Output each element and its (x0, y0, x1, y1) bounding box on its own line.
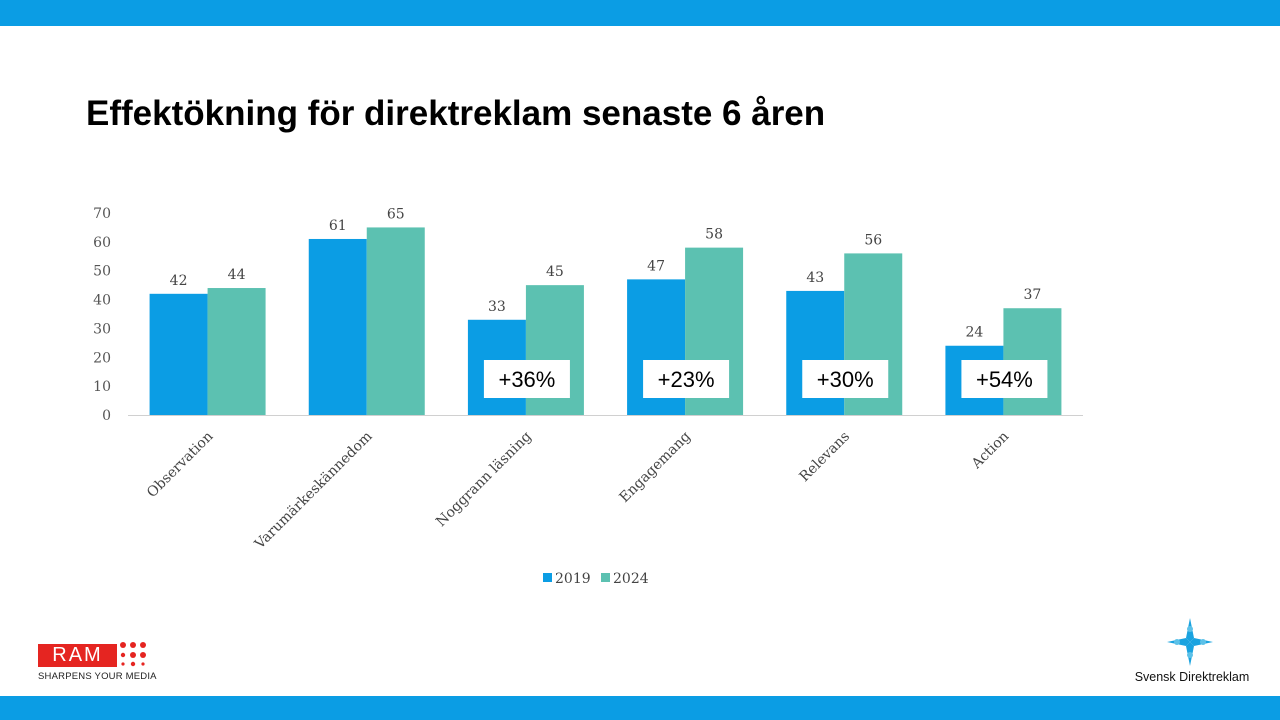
x-tick-label: Varumärkeskännedom (251, 429, 375, 553)
data-label: 65 (387, 206, 405, 222)
data-label: 43 (806, 270, 824, 286)
svensk-direktreklam-text: Svensk Direktreklam (1134, 670, 1250, 684)
bottom-accent-bar (0, 696, 1280, 720)
y-tick-label: 50 (93, 264, 111, 280)
data-label: 44 (228, 267, 246, 283)
y-tick-label: 40 (93, 293, 111, 309)
svensk-direktreklam-logo: Svensk Direktreklam (1132, 616, 1252, 688)
bar-2024 (207, 288, 266, 415)
x-tick-label: Relevans (796, 429, 853, 486)
data-label: 56 (864, 232, 882, 248)
x-tick-label: Observation (144, 429, 216, 501)
annotation-box (961, 360, 1048, 398)
annotation-text: +30% (817, 367, 874, 392)
ram-logo: RAM SHARPENS YOUR MEDIA (38, 641, 158, 686)
data-label: 24 (966, 325, 984, 341)
data-label: 47 (647, 258, 665, 274)
legend-swatch (543, 573, 552, 582)
y-tick-label: 20 (93, 350, 111, 366)
y-tick-label: 60 (93, 235, 111, 251)
ram-dots-icon (120, 642, 146, 667)
x-tick-label: Action (968, 429, 1012, 473)
legend-swatch (601, 573, 610, 582)
annotation-text: +23% (658, 367, 715, 392)
ram-tagline: SHARPENS YOUR MEDIA (38, 671, 157, 682)
annotation-box (643, 360, 730, 398)
y-tick-label: 0 (102, 408, 111, 424)
data-label: 33 (488, 299, 506, 315)
x-tick-label: Noggrann läsning (433, 428, 535, 530)
data-label: 42 (170, 273, 188, 289)
annotation-text: +54% (976, 367, 1033, 392)
data-label: 61 (329, 218, 347, 234)
data-label: 45 (546, 264, 564, 280)
ram-logo-box (38, 644, 117, 667)
data-label: 58 (705, 227, 723, 243)
bar-2019 (149, 293, 208, 415)
data-label: 37 (1024, 287, 1042, 303)
legend-label: 2019 (555, 571, 591, 587)
annotation-box (483, 360, 570, 398)
annotation-box (802, 360, 889, 398)
page-title: Effektökning för direktreklam senaste 6 … (86, 94, 826, 133)
y-tick-label: 30 (93, 321, 111, 337)
y-tick-label: 10 (93, 379, 111, 395)
compass-star-icon (1167, 618, 1213, 666)
annotation-text: +36% (498, 367, 555, 392)
ram-logo-text: RAM (52, 644, 103, 666)
top-accent-bar (0, 0, 1280, 26)
x-tick-label: Engagemang (617, 428, 694, 505)
bar-2019 (308, 238, 367, 415)
y-tick-label: 70 (93, 206, 111, 222)
legend-label: 2024 (613, 571, 649, 587)
bar-2024 (366, 227, 425, 415)
